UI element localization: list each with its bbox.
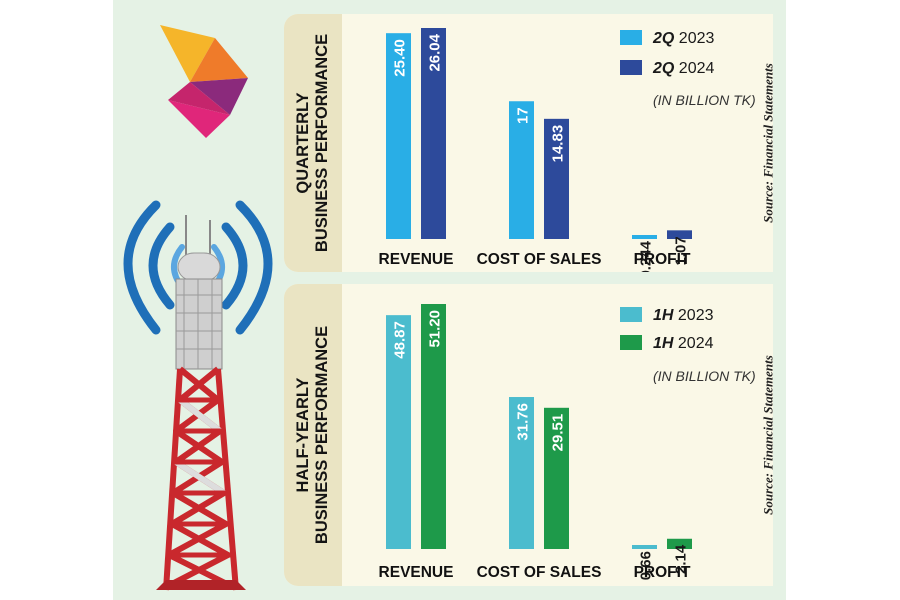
- bar-value-label: 51.20: [427, 310, 444, 348]
- panel-title: QUARTERLY BUSINESS PERFORMANCE: [294, 34, 332, 252]
- bar-revenue-2024: [421, 28, 446, 239]
- panel-title: HALF-YEARLY BUSINESS PERFORMANCE: [294, 326, 332, 544]
- panel-side-strip: HALF-YEARLY BUSINESS PERFORMANCE: [284, 284, 342, 586]
- bar-cost-of-sales-2023: [509, 101, 534, 239]
- robi-logo-icon: [160, 25, 248, 138]
- legend-label: 1H 2023: [653, 307, 714, 324]
- bar-value-label: 0.244: [638, 240, 655, 272]
- bar-profit-2023: [632, 545, 657, 549]
- bar-value-label: 0.66: [638, 551, 655, 580]
- legend-swatch: [620, 60, 642, 75]
- category-label: COST OF SALES: [477, 564, 602, 581]
- bar-value-label: 26.04: [427, 33, 444, 71]
- bar-profit-2023: [632, 235, 657, 239]
- bar-profit-2024: [667, 230, 692, 239]
- category-label: COST OF SALES: [477, 251, 602, 268]
- bar-value-label: 2.14: [673, 544, 690, 574]
- legend-swatch: [620, 30, 642, 45]
- quarterly-chart: 25.40 26.04 REVENUE 17 14.83 COST OF SALES 0.2…: [379, 28, 756, 272]
- bar-value-label: 25.40: [392, 39, 409, 77]
- legend-swatch: [620, 335, 642, 350]
- legend-swatch: [620, 307, 642, 322]
- category-label: REVENUE: [379, 564, 454, 581]
- half-yearly-panel: HALF-YEARLY BUSINESS PERFORMANCE 48.87 51…: [284, 284, 773, 586]
- panel-title-line2: BUSINESS PERFORMANCE: [313, 33, 331, 253]
- bar-revenue-2024: [421, 304, 446, 549]
- bar-value-label: 1.07: [673, 236, 690, 265]
- bar-cost-of-sales-2024: [544, 118, 569, 239]
- bar-revenue-2023: [386, 33, 411, 239]
- source-label: Source: Financial Statements: [761, 63, 773, 223]
- bar-value-label: 17: [515, 107, 532, 124]
- category-label: REVENUE: [379, 251, 454, 268]
- bar-value-label: 31.76: [515, 403, 532, 441]
- panel-title-line1: HALF-YEARLY: [294, 377, 312, 493]
- panel-title-line2: BUSINESS PERFORMANCE: [313, 325, 331, 545]
- bar-cost-of-sales-2024: [544, 407, 569, 549]
- category-label: PROFIT: [634, 251, 691, 268]
- quarterly-panel: QUARTERLY BUSINESS PERFORMANCE 25.40 26.0…: [284, 14, 773, 272]
- telecom-tower-icon: [123, 200, 273, 591]
- panel-title-line1: QUARTERLY: [294, 92, 312, 194]
- half-yearly-chart: 48.87 51.20 REVENUE 31.76 29.51 COST OF SALES…: [379, 304, 756, 581]
- unit-note: (IN BILLION TK): [653, 368, 756, 384]
- unit-note: (IN BILLION TK): [653, 92, 756, 108]
- legend-label: 2Q 2023: [652, 30, 714, 47]
- bar-value-label: 14.83: [550, 125, 567, 163]
- panel-side-strip: QUARTERLY BUSINESS PERFORMANCE: [284, 14, 342, 272]
- bar-profit-2024: [667, 538, 692, 549]
- bar-revenue-2023: [386, 315, 411, 549]
- category-label: PROFIT: [634, 564, 691, 581]
- legend-label: 1H 2024: [653, 335, 714, 352]
- bar-value-label: 48.87: [392, 321, 409, 359]
- legend-label: 2Q 2024: [652, 60, 714, 77]
- source-label: Source: Financial Statements: [761, 355, 773, 515]
- bar-cost-of-sales-2023: [509, 397, 534, 549]
- bar-value-label: 29.51: [550, 414, 567, 452]
